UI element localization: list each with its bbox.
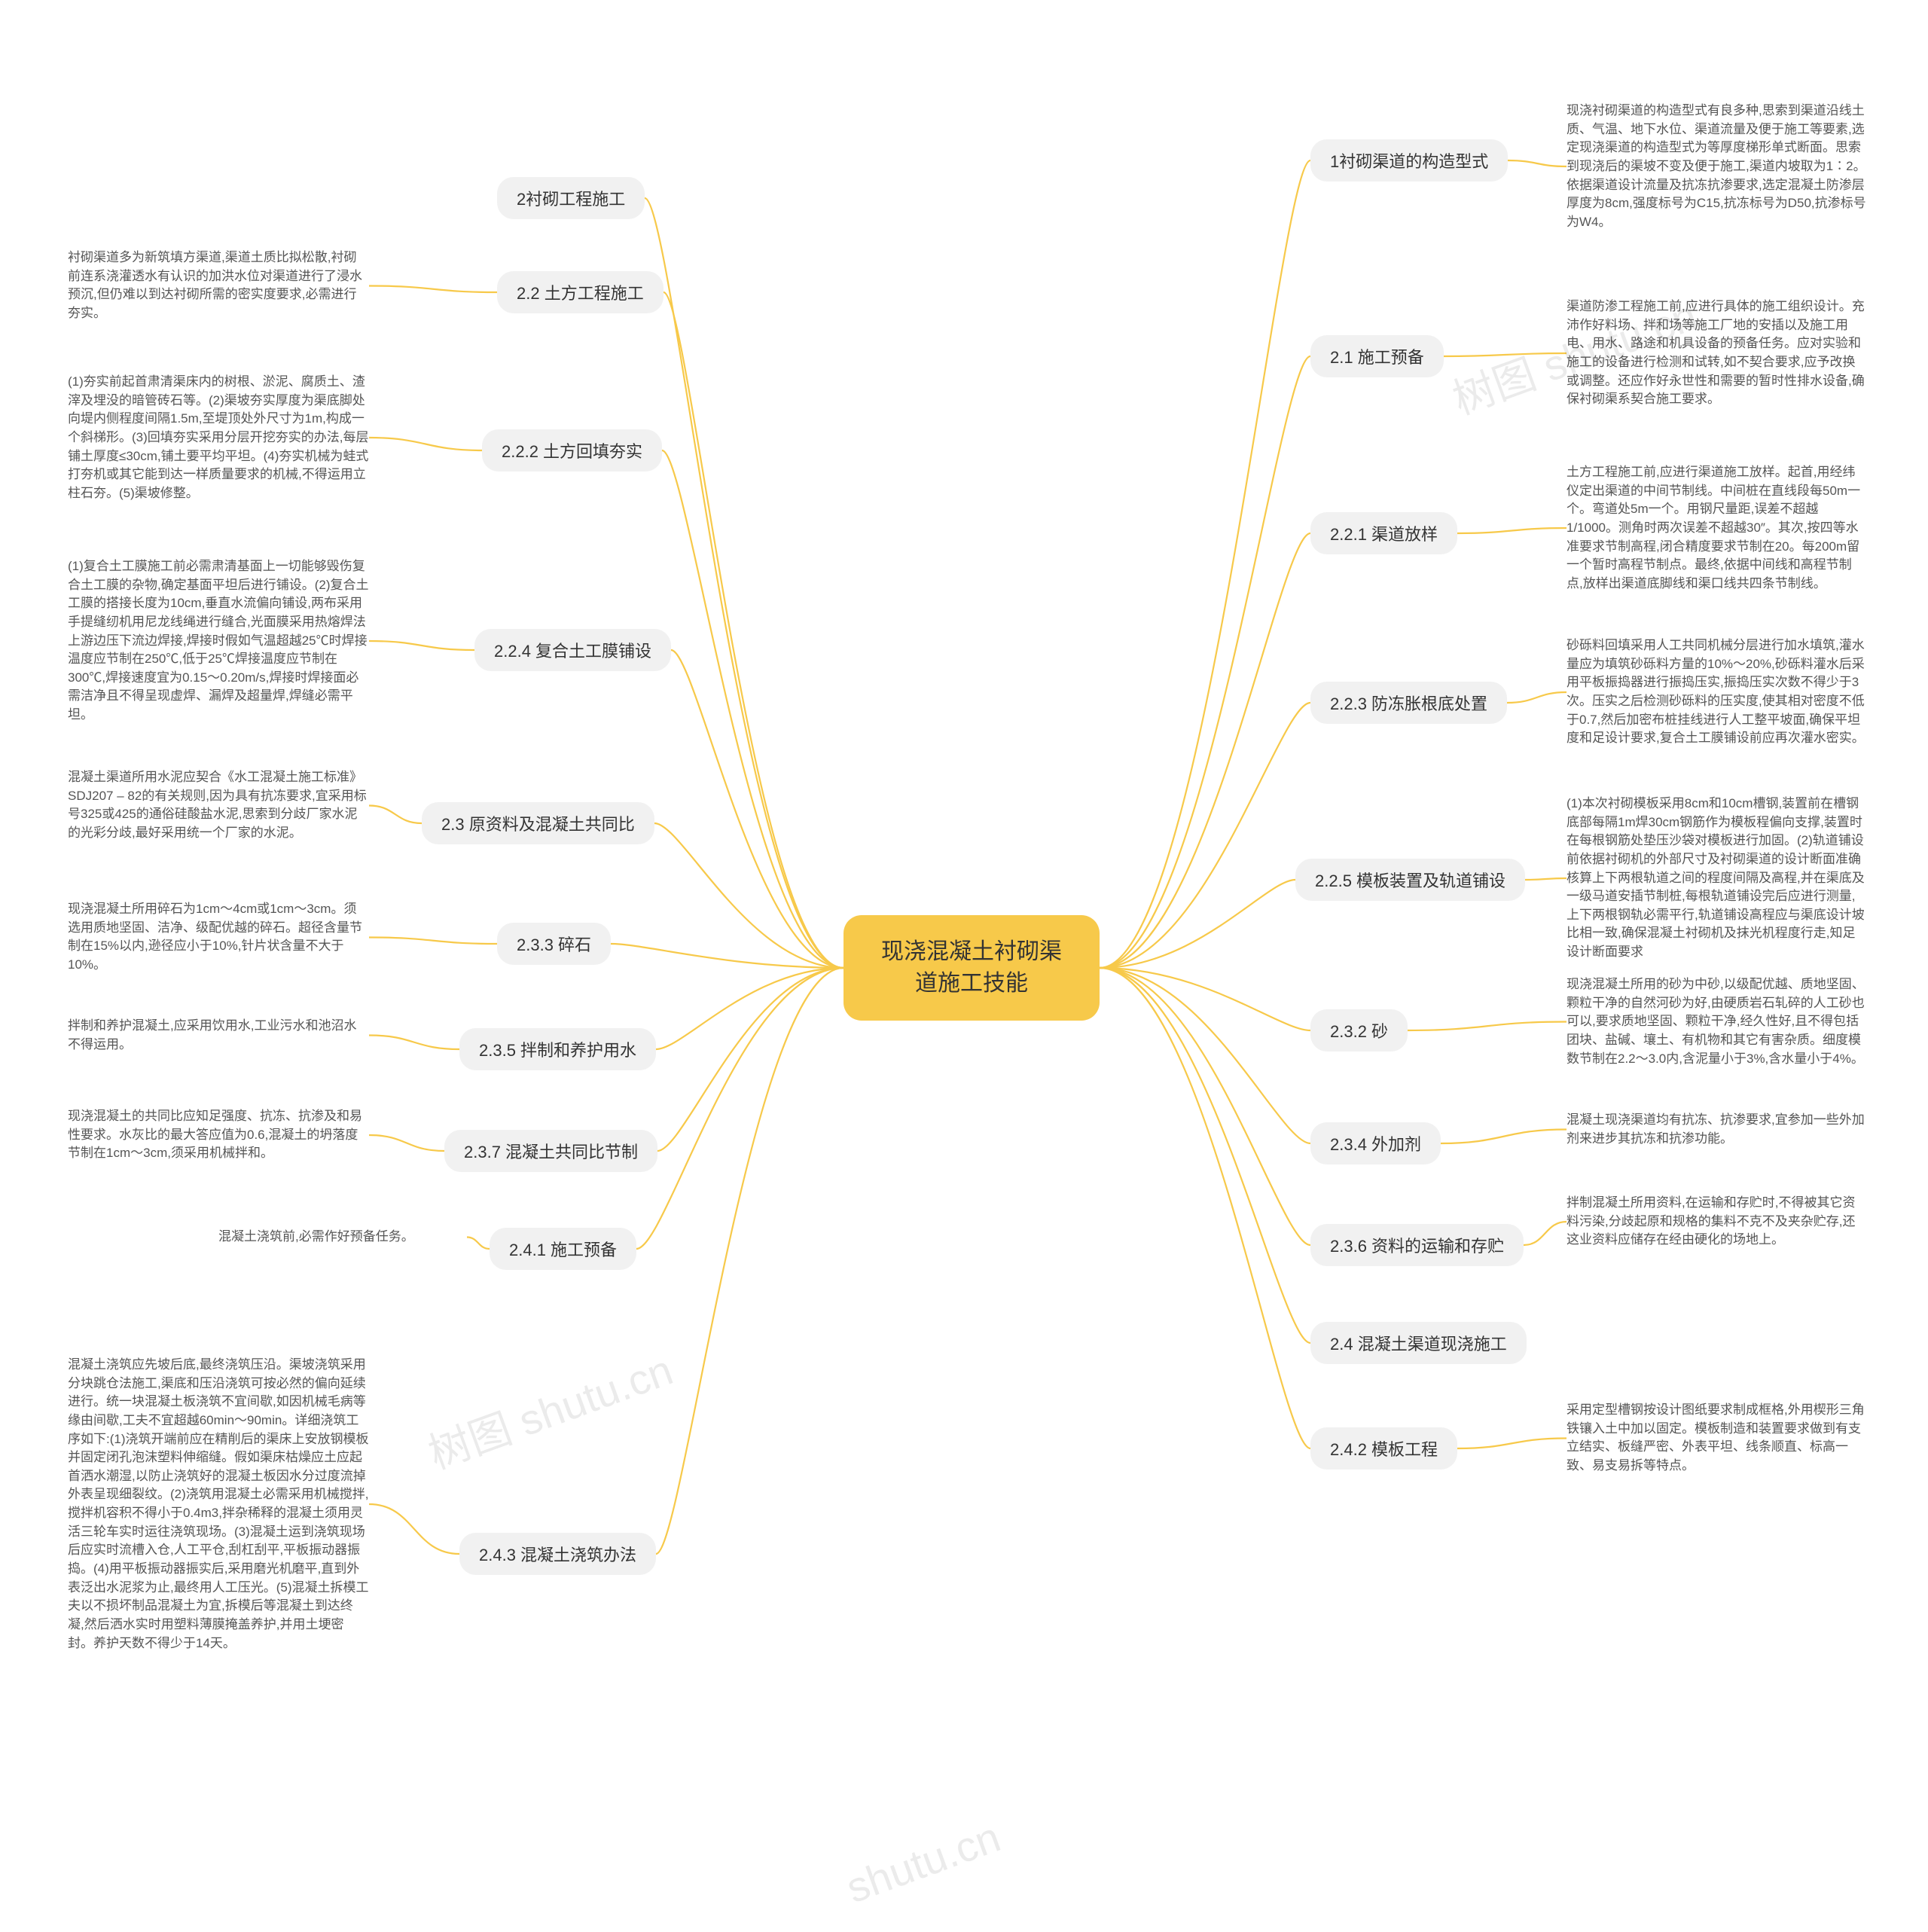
topic-r6: 2.3.2 砂 (1310, 1009, 1408, 1051)
topic-label: 2.3.3 碎石 (517, 935, 591, 954)
desc-l8: 现浇混凝土的共同比应知足强度、抗冻、抗渗及和易性要求。水灰比的最大答应值为0.6… (68, 1107, 369, 1163)
desc-l3: (1)夯实前起首肃清渠床内的树根、淤泥、腐质土、渣滓及埋没的暗管砖石等。(2)渠… (68, 373, 369, 502)
topic-label: 2.4.1 施工预备 (509, 1241, 617, 1259)
topic-l5: 2.3 原资料及混凝土共同比 (422, 802, 654, 844)
topic-label: 2衬砌工程施工 (517, 190, 625, 209)
topic-label: 2.4.3 混凝土浇筑办法 (479, 1546, 636, 1564)
topic-label: 2.3.7 混凝土共同比节制 (464, 1143, 638, 1161)
desc-l6: 现浇混凝土所用碎石为1cm～4cm或1cm～3cm。须选用质地坚固、洁净、级配优… (68, 900, 369, 975)
topic-label: 2.3.4 外加剂 (1330, 1135, 1421, 1154)
desc-r2: 渠道防渗工程施工前,应进行具体的施工组织设计。充沛作好料场、拌和场等施工厂地的安… (1566, 298, 1868, 409)
topic-label: 2.4 混凝土渠道现浇施工 (1330, 1335, 1507, 1354)
desc-l10: 混凝土浇筑应先坡后底,最终浇筑压沿。渠坡浇筑采用分块跳仓法施工,渠底和压沿浇筑可… (68, 1356, 369, 1653)
desc-r7: 混凝土现浇渠道均有抗冻、抗渗要求,宜参加一些外加剂来进步其抗冻和抗渗功能。 (1566, 1111, 1868, 1148)
topic-label: 2.3 原资料及混凝土共同比 (441, 815, 635, 834)
topic-r8: 2.3.6 资料的运输和存贮 (1310, 1224, 1524, 1266)
center-label: 现浇混凝土衬砌渠道施工技能 (881, 939, 1062, 996)
topic-label: 2.1 施工预备 (1330, 348, 1424, 367)
topic-l9: 2.4.1 施工预备 (490, 1228, 636, 1270)
topic-label: 2.3.5 拌制和养护用水 (479, 1041, 636, 1060)
watermark: shutu.cn (840, 1812, 1006, 1912)
topic-r4: 2.2.3 防冻胀根底处置 (1310, 682, 1507, 724)
watermark: 树图 shutu.cn (419, 1336, 680, 1481)
topic-l10: 2.4.3 混凝土浇筑办法 (459, 1533, 656, 1575)
desc-r4: 砂砾料回填采用人工共同机械分层进行加水填筑,灌水量应为填筑砂砾料方量的10%～2… (1566, 636, 1868, 748)
topic-l6: 2.3.3 碎石 (497, 923, 611, 965)
center-node: 现浇混凝土衬砌渠道施工技能 (844, 915, 1100, 1021)
topic-label: 2.2.1 渠道放样 (1330, 525, 1438, 544)
topic-r1: 1衬砌渠道的构造型式 (1310, 139, 1508, 182)
desc-r10: 采用定型槽钢按设计图纸要求制成框格,外用楔形三角铁镶入土中加以固定。模板制造和装… (1566, 1401, 1868, 1476)
topic-r10: 2.4.2 模板工程 (1310, 1427, 1457, 1470)
topic-l8: 2.3.7 混凝土共同比节制 (444, 1130, 657, 1172)
topic-r9: 2.4 混凝土渠道现浇施工 (1310, 1322, 1527, 1364)
topic-l7: 2.3.5 拌制和养护用水 (459, 1028, 656, 1070)
desc-r1: 现浇衬砌渠道的构造型式有良多种,思索到渠道沿线土质、气温、地下水位、渠道流量及便… (1566, 102, 1868, 231)
topic-r2: 2.1 施工预备 (1310, 335, 1444, 377)
desc-r8: 拌制混凝土所用资料,在运输和存贮时,不得被其它资料污染,分歧起原和规格的集料不克… (1566, 1194, 1868, 1250)
topic-label: 1衬砌渠道的构造型式 (1330, 152, 1488, 171)
desc-l2: 衬砌渠道多为新筑填方渠道,渠道土质比拟松散,衬砌前连系浇灌透水有认识的加洪水位对… (68, 249, 369, 323)
topic-r5: 2.2.5 模板装置及轨道铺设 (1295, 859, 1525, 901)
desc-l4: (1)复合土工膜施工前必需肃清基面上一切能够毁伤复合土工膜的杂物,确定基面平坦后… (68, 557, 369, 725)
topic-l2: 2.2 土方工程施工 (497, 271, 664, 313)
topic-label: 2.3.2 砂 (1330, 1022, 1388, 1041)
topic-label: 2.2.4 复合土工膜铺设 (494, 642, 651, 661)
topic-r7: 2.3.4 外加剂 (1310, 1122, 1441, 1164)
desc-r5: (1)本次衬砌模板采用8cm和10cm槽钢,装置前在槽钢底部每隔1m焊30cm钢… (1566, 795, 1868, 962)
topic-label: 2.4.2 模板工程 (1330, 1440, 1438, 1459)
topic-label: 2.2.2 土方回填夯实 (502, 442, 642, 461)
topic-l3: 2.2.2 土方回填夯实 (482, 429, 662, 472)
desc-r3: 土方工程施工前,应进行渠道施工放样。起首,用经纬仪定出渠道的中间节制线。中间桩在… (1566, 463, 1868, 593)
desc-r6: 现浇混凝土所用的砂为中砂,以级配优越、质地坚固、颗粒干净的自然河砂为好,由硬质岩… (1566, 975, 1868, 1068)
topic-label: 2.2 土方工程施工 (517, 284, 644, 303)
topic-l4: 2.2.4 复合土工膜铺设 (474, 629, 671, 671)
topic-label: 2.2.3 防冻胀根底处置 (1330, 694, 1487, 713)
topic-r3: 2.2.1 渠道放样 (1310, 512, 1457, 554)
desc-l5: 混凝土渠道所用水泥应契合《水工混凝土施工标准》SDJ207 – 82的有关规则,… (68, 768, 369, 843)
topic-label: 2.2.5 模板装置及轨道铺设 (1315, 871, 1505, 890)
desc-l7: 拌制和养护混凝土,应采用饮用水,工业污水和池沼水不得运用。 (68, 1017, 369, 1054)
desc-l9: 混凝土浇筑前,必需作好预备任务。 (218, 1228, 414, 1247)
topic-label: 2.3.6 资料的运输和存贮 (1330, 1237, 1504, 1256)
topic-l1: 2衬砌工程施工 (497, 177, 645, 219)
